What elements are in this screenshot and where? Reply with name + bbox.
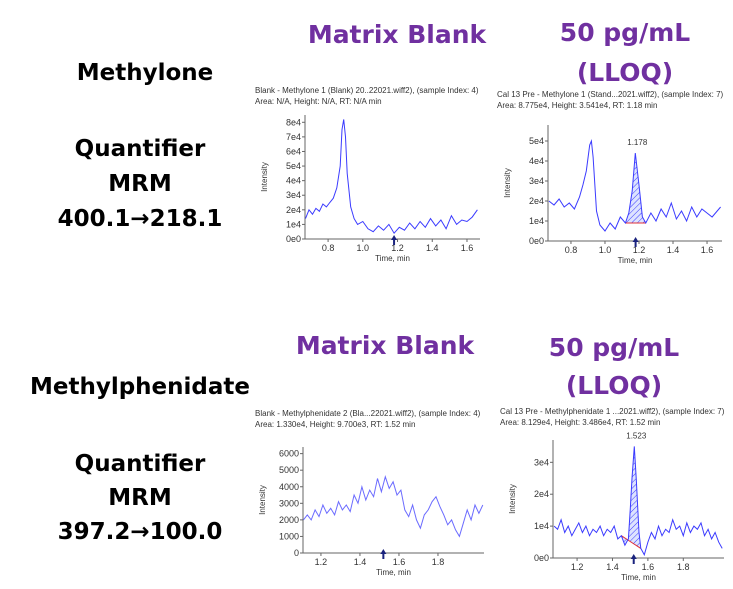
x-tick-label: 1.6	[642, 562, 655, 572]
column-header: (LLOQ)	[566, 371, 662, 400]
x-tick-label: 1.6	[701, 245, 714, 255]
y-tick-label: 4000	[279, 482, 299, 492]
x-tick-label: 1.6	[461, 243, 474, 253]
y-tick-label: 2000	[279, 515, 299, 525]
x-tick-label: 1.2	[391, 243, 404, 253]
column-header: Matrix Blank	[296, 331, 476, 360]
chart-subtitle: Area: 1.330e4, Height: 9.700e3, RT: 1.52…	[255, 420, 415, 429]
y-axis-label: Intensity	[503, 168, 512, 198]
y-tick-label: 1e4	[286, 219, 301, 229]
y-tick-label: 2e4	[534, 489, 549, 499]
peak-label: 1.178	[627, 138, 648, 147]
y-tick-label: 8e4	[286, 117, 301, 127]
y-tick-label: 5000	[279, 465, 299, 475]
y-tick-label: 1e4	[529, 216, 544, 226]
chart-subtitle: Area: 8.129e4, Height: 3.486e4, RT: 1.52…	[500, 418, 660, 427]
y-tick-label: 1000	[279, 531, 299, 541]
y-tick-label: 5e4	[286, 161, 301, 171]
column-header: Matrix Blank	[308, 20, 488, 49]
y-axis-label: Intensity	[258, 485, 267, 515]
chart-subtitle: Area: N/A, Height: N/A, RT: N/A min	[255, 97, 382, 106]
chart-title: Cal 13 Pre - Methylone 1 (Stand...2021.w…	[497, 90, 724, 99]
x-axis-label: Time, min	[376, 568, 411, 577]
y-tick-label: 1e4	[534, 521, 549, 531]
trace	[305, 119, 478, 235]
y-tick-label: 2e4	[529, 196, 544, 206]
y-tick-label: 4e4	[286, 176, 301, 186]
rt-marker	[630, 554, 637, 564]
mrm: MRM	[108, 485, 172, 511]
x-tick-label: 1.8	[677, 562, 690, 572]
x-tick-label: 1.2	[571, 562, 584, 572]
trace	[553, 446, 723, 557]
y-tick-label: 0e0	[529, 236, 544, 246]
y-tick-label: 0e0	[534, 553, 549, 563]
y-tick-label: 3e4	[286, 190, 301, 200]
chart-title: Blank - Methylone 1 (Blank) 20..22021.wi…	[255, 86, 479, 95]
x-axis-label: Time, min	[375, 254, 410, 263]
x-tick-label: 1.2	[633, 245, 646, 255]
y-tick-label: 6000	[279, 449, 299, 459]
y-tick-label: 6e4	[286, 146, 301, 156]
x-tick-label: 1.0	[357, 243, 370, 253]
quantifier: Quantifier	[75, 136, 206, 162]
transition: 400.1→218.1	[58, 206, 223, 232]
x-axis-label: Time, min	[621, 573, 656, 582]
compound: Methylone	[77, 60, 214, 86]
peak-label: 1.523	[626, 431, 647, 440]
x-tick-label: 1.0	[599, 245, 612, 255]
y-tick-label: 3e4	[529, 176, 544, 186]
y-tick-label: 0e0	[286, 234, 301, 244]
chart-title: Blank - Methylphenidate 2 (Bla...22021.w…	[255, 409, 481, 418]
rt-marker	[632, 237, 639, 247]
x-tick-label: 1.2	[315, 557, 328, 567]
column-header: 50 pg/mL	[560, 18, 690, 47]
column-header: 50 pg/mL	[549, 333, 679, 362]
chart-subtitle: Area: 8.775e4, Height: 3.541e4, RT: 1.18…	[497, 101, 657, 110]
y-axis-label: Intensity	[508, 484, 517, 514]
quantifier: Quantifier	[75, 451, 206, 477]
y-tick-label: 0	[294, 548, 299, 558]
y-tick-label: 5e4	[529, 136, 544, 146]
x-tick-label: 1.4	[426, 243, 439, 253]
x-tick-label: 1.4	[606, 562, 619, 572]
x-tick-label: 0.8	[565, 245, 578, 255]
y-tick-label: 4e4	[529, 156, 544, 166]
x-tick-label: 1.6	[393, 557, 406, 567]
x-tick-label: 1.8	[432, 557, 445, 567]
mrm: MRM	[108, 171, 172, 197]
transition: 397.2→100.0	[58, 519, 223, 545]
trace	[303, 475, 484, 538]
x-tick-label: 0.8	[322, 243, 335, 253]
x-tick-label: 1.4	[354, 557, 367, 567]
trace	[548, 139, 721, 232]
compound: Methylphenidate	[30, 374, 250, 400]
y-axis-label: Intensity	[260, 162, 269, 192]
y-tick-label: 2e4	[286, 205, 301, 215]
y-tick-label: 7e4	[286, 132, 301, 142]
integration-baseline	[621, 535, 642, 549]
rt-marker	[391, 235, 398, 245]
x-axis-label: Time, min	[618, 256, 653, 265]
chart-title: Cal 13 Pre - Methylphenidate 1 ...2021.w…	[500, 407, 725, 416]
x-tick-label: 1.4	[667, 245, 680, 255]
y-tick-label: 3e4	[534, 457, 549, 467]
column-header: (LLOQ)	[577, 58, 673, 87]
y-tick-label: 3000	[279, 498, 299, 508]
rt-marker	[380, 549, 387, 559]
